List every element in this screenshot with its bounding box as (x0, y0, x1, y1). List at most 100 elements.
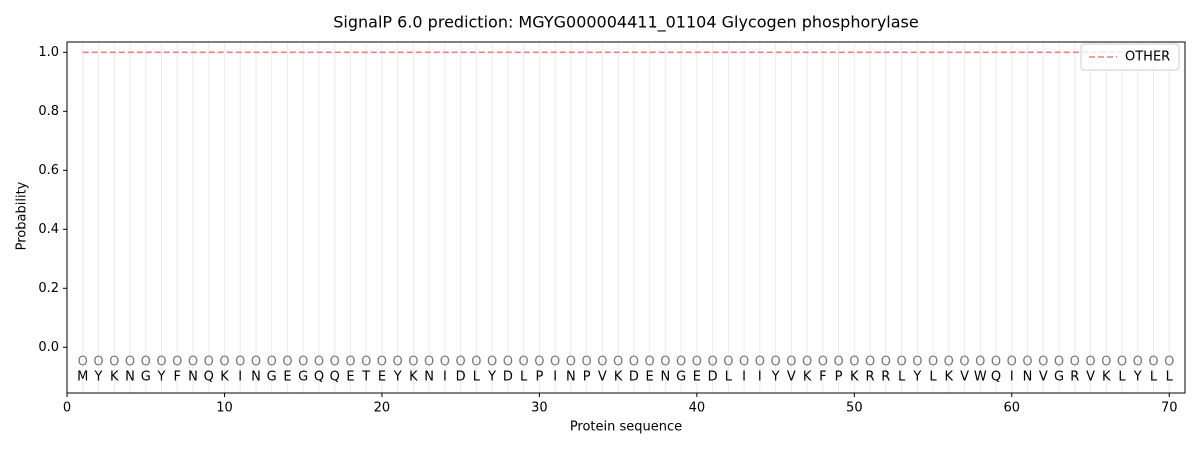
residue-label: W (974, 369, 987, 384)
residue-label: D (503, 369, 513, 384)
residue-label: G (298, 369, 308, 384)
predicted-label: O (408, 355, 418, 370)
residue-label: V (1086, 369, 1095, 384)
predicted-label: O (267, 355, 277, 370)
predicted-label: O (534, 355, 544, 370)
residue-label: D (708, 369, 718, 384)
predicted-label: O (1038, 355, 1048, 370)
predicted-label: O (645, 355, 655, 370)
predicted-label: O (629, 355, 639, 370)
predicted-label: O (424, 355, 434, 370)
residue-label: D (629, 369, 639, 384)
residue-label: N (566, 369, 576, 384)
residue-label: K (614, 369, 623, 384)
residue-label: E (646, 369, 654, 384)
predicted-label: O (944, 355, 954, 370)
predicted-label: O (188, 355, 198, 370)
y-tick-label: 0.2 (38, 281, 59, 296)
predicted-label: O (172, 355, 182, 370)
residue-label: N (251, 369, 261, 384)
residue-label: V (598, 369, 607, 384)
predicted-label: O (204, 355, 214, 370)
predicted-label: O (912, 355, 922, 370)
predicted-label: O (471, 355, 481, 370)
predicted-label: O (597, 355, 607, 370)
predicted-label: O (377, 355, 387, 370)
residue-label: E (346, 369, 354, 384)
predicted-label: O (361, 355, 371, 370)
residue-label: K (850, 369, 859, 384)
residue-label: P (583, 369, 591, 384)
residue-label: K (110, 369, 119, 384)
predicted-label: O (896, 355, 906, 370)
residue-label: L (520, 369, 528, 384)
residue-label: N (1023, 369, 1033, 384)
predicted-label: O (1022, 355, 1032, 370)
predicted-label: O (1164, 355, 1174, 370)
residue-label: G (676, 369, 686, 384)
predicted-label: O (865, 355, 875, 370)
predicted-label: O (1117, 355, 1127, 370)
predicted-label: O (1148, 355, 1158, 370)
residue-label: Y (157, 369, 166, 384)
residue-label: R (1070, 369, 1079, 384)
residue-label: I (443, 369, 447, 384)
residue-label: L (1166, 369, 1174, 384)
predicted-label: O (739, 355, 749, 370)
predicted-label: O (219, 355, 229, 370)
predicted-label: O (1007, 355, 1017, 370)
residue-label: K (409, 369, 418, 384)
residue-label: I (553, 369, 557, 384)
residue-label: Q (204, 369, 214, 384)
residue-label: D (456, 369, 466, 384)
predicted-label: O (1054, 355, 1064, 370)
predicted-label: O (959, 355, 969, 370)
residue-label: Q (330, 369, 340, 384)
predicted-label: O (519, 355, 529, 370)
residue-label: Y (771, 369, 780, 384)
predicted-label: O (550, 355, 560, 370)
predicted-label: O (503, 355, 513, 370)
predicted-label: O (393, 355, 403, 370)
predicted-label: O (991, 355, 1001, 370)
predicted-label: O (235, 355, 245, 370)
residue-label: I (742, 369, 746, 384)
residue-label: R (866, 369, 875, 384)
residue-label: N (188, 369, 198, 384)
residue-label: P (835, 369, 843, 384)
predicted-label: O (1101, 355, 1111, 370)
residue-label: K (1102, 369, 1111, 384)
residue-label: L (725, 369, 733, 384)
residue-label: Y (393, 369, 402, 384)
predicted-label: O (487, 355, 497, 370)
predicted-label: O (282, 355, 292, 370)
residue-label: Y (94, 369, 103, 384)
axes-frame (66, 41, 1186, 394)
residue-label: E (283, 369, 291, 384)
predicted-label: O (802, 355, 812, 370)
residue-label: V (787, 369, 796, 384)
residue-label: Q (991, 369, 1001, 384)
predicted-label: O (141, 355, 151, 370)
x-axis-label: Protein sequence (570, 420, 682, 435)
predicted-label: O (345, 355, 355, 370)
residue-label: Y (487, 369, 496, 384)
x-tick-label: 70 (1161, 401, 1178, 416)
residue-label: F (819, 369, 826, 384)
residue-label: L (929, 369, 937, 384)
residue-label: Y (1133, 369, 1142, 384)
residue-label: G (1054, 369, 1064, 384)
chart-title: SignalP 6.0 prediction: MGYG000004411_01… (333, 13, 918, 33)
predicted-label: O (125, 355, 135, 370)
predicted-label: O (251, 355, 261, 370)
predicted-label: O (1133, 355, 1143, 370)
residue-label: I (758, 369, 762, 384)
residue-label: K (803, 369, 812, 384)
predicted-label: O (1085, 355, 1095, 370)
predicted-label: O (93, 355, 103, 370)
predicted-label: O (928, 355, 938, 370)
y-tick-label: 1.0 (38, 45, 59, 60)
residue-label: V (1039, 369, 1048, 384)
residue-label: N (424, 369, 434, 384)
residue-label: E (693, 369, 701, 384)
